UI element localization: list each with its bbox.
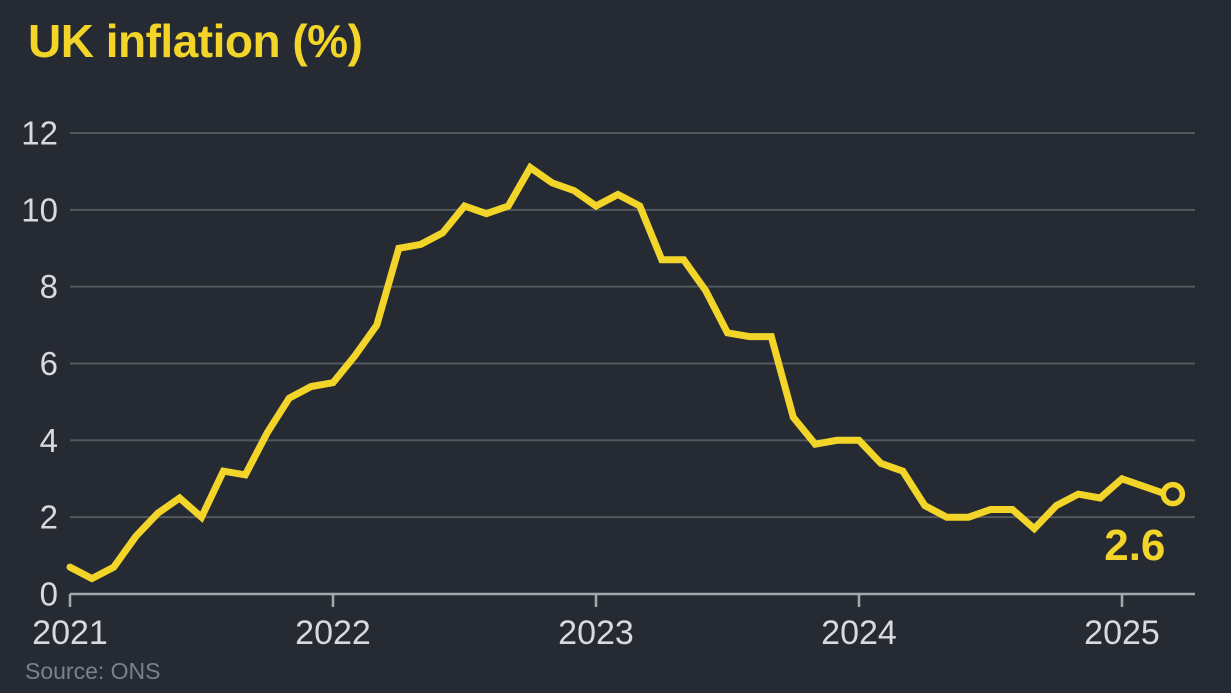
y-tick-label: 4 [40,422,58,459]
inflation-line [66,162,1170,583]
y-tick-label: 6 [40,345,58,382]
x-tick-label: 2021 [32,614,108,652]
y-tick-label: 2 [40,499,58,536]
y-tick-label: 0 [40,576,58,613]
latest-value-marker [1160,481,1186,507]
x-tick-label: 2025 [1084,614,1160,652]
x-tick-label: 2022 [295,614,371,652]
y-tick-label: 10 [21,191,58,228]
y-tick-label: 8 [40,268,58,305]
chart-title: UK inflation (%) [28,15,363,67]
x-tick-label: 2023 [558,614,634,652]
source-note: Source: ONS [25,658,161,684]
x-tick-label: 2024 [821,614,897,652]
y-tick-label: 12 [21,115,58,152]
latest-value-label: 2.6 [1104,521,1165,570]
